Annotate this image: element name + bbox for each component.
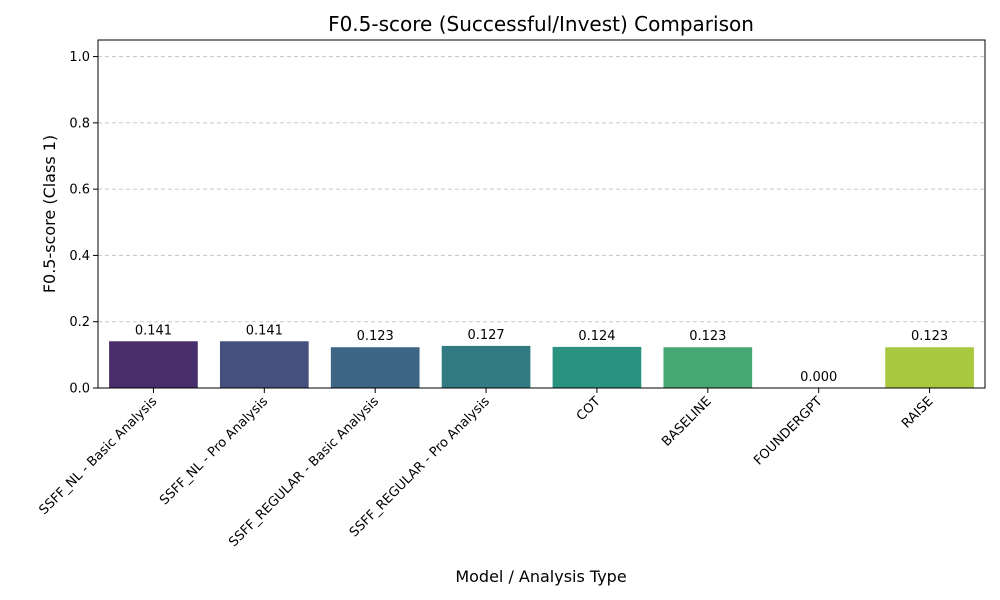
y-tick-label: 0.4	[69, 249, 90, 264]
y-axis-title: F0.5-score (Class 1)	[40, 135, 59, 293]
x-tick-label: FOUNDERGPT	[751, 394, 825, 468]
data-label: 0.127	[467, 328, 504, 343]
x-axis-title: Model / Analysis Type	[455, 567, 626, 586]
data-label: 0.123	[689, 329, 726, 344]
chart-title: F0.5-score (Successful/Invest) Compariso…	[328, 12, 754, 36]
data-label: 0.141	[246, 323, 283, 338]
x-tick-label: SSFF_NL - Pro Analysis	[157, 394, 271, 508]
x-tick-label: SSFF_NL - Basic Analysis	[37, 394, 161, 518]
y-ticks: 0.0 0.2 0.4 0.6 0.8 1.0	[69, 50, 98, 397]
y-tick-label: 1.0	[69, 50, 90, 65]
data-label: 0.123	[357, 329, 394, 344]
plot-frame	[97, 39, 986, 389]
bar	[109, 341, 198, 388]
y-tick-label: 0.8	[69, 116, 90, 131]
data-labels: 0.141 0.141 0.123 0.127 0.124 0.123 0.000 0.123	[135, 323, 948, 385]
bar	[885, 347, 974, 388]
bar	[330, 347, 420, 388]
y-tick-label: 0.6	[69, 183, 90, 198]
x-tick-label: COT	[574, 394, 604, 424]
y-tick-label: 0.2	[69, 315, 90, 330]
bars	[109, 341, 974, 388]
data-label: 0.000	[800, 370, 837, 385]
bar	[663, 347, 753, 388]
data-label: 0.123	[911, 329, 948, 344]
grid-lines	[98, 56, 985, 323]
bar	[441, 345, 531, 388]
bar	[219, 341, 309, 388]
data-label: 0.124	[578, 329, 615, 344]
data-label: 0.141	[135, 323, 172, 338]
x-tick-label: RAISE	[899, 394, 936, 431]
bar	[552, 346, 642, 388]
y-tick-label: 0.0	[69, 382, 90, 397]
x-tick-label: BASELINE	[659, 394, 714, 449]
